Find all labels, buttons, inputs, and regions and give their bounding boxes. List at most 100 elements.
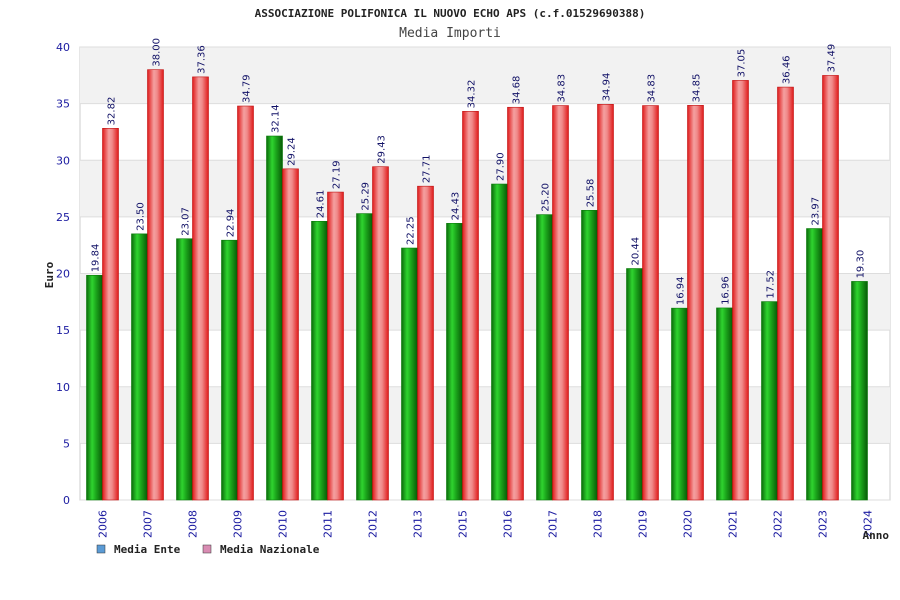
y-tick-label: 25: [56, 211, 70, 224]
x-tick-label: 2022: [772, 510, 785, 538]
value-label: 22.94: [226, 209, 237, 238]
value-label: 24.61: [316, 190, 327, 219]
bar-media-nazionale: [642, 105, 659, 501]
value-label: 38.00: [152, 38, 163, 67]
value-label: 27.90: [496, 152, 507, 181]
bar-media-nazionale: [282, 168, 299, 501]
bar-media-ente: [626, 268, 643, 501]
bar-media-ente: [356, 213, 373, 501]
x-tick-label: 2015: [457, 510, 470, 538]
x-tick-label: 2009: [232, 510, 245, 538]
x-axis-label: Anno: [863, 529, 890, 542]
y-tick-label: 30: [56, 154, 70, 167]
value-label: 20.44: [631, 237, 642, 266]
bar-media-nazionale: [192, 76, 209, 501]
value-label: 29.43: [377, 135, 388, 164]
value-label: 36.46: [782, 55, 793, 84]
grid-band: [80, 273, 890, 331]
x-tick-label: 2021: [727, 510, 740, 538]
chart-subtitle: Media Importi: [399, 26, 501, 41]
value-label: 27.19: [332, 160, 343, 189]
value-label: 32.82: [107, 97, 118, 126]
y-tick-label: 20: [56, 268, 70, 281]
bar-media-nazionale: [687, 105, 704, 501]
legend-label: Media Ente: [114, 543, 181, 556]
value-label: 29.24: [287, 137, 298, 166]
bar-media-nazionale: [237, 105, 254, 501]
x-tick-label: 2020: [682, 510, 695, 538]
value-label: 16.94: [676, 277, 687, 306]
value-label: 25.29: [361, 182, 372, 211]
bar-media-ente: [311, 220, 328, 501]
y-axis-ticks: 0 5 10 15 20 25 30 35 40: [56, 41, 70, 507]
bar-media-nazionale: [597, 104, 614, 501]
value-label: 34.94: [602, 73, 613, 102]
y-tick-label: 15: [56, 324, 70, 337]
value-label: 25.20: [541, 183, 552, 212]
y-tick-label: 40: [56, 41, 70, 54]
x-tick-label: 2013: [412, 510, 425, 538]
value-label: 19.30: [856, 250, 867, 279]
x-tick-label: 2011: [322, 510, 335, 538]
value-label: 24.43: [451, 192, 462, 221]
x-tick-label: 2012: [367, 510, 380, 538]
bar-media-ente: [86, 275, 103, 501]
value-label: 23.50: [136, 202, 147, 231]
value-label: 34.79: [242, 74, 253, 103]
bar-media-nazionale: [147, 69, 164, 501]
x-tick-label: 2023: [817, 510, 830, 538]
value-label: 25.58: [586, 179, 597, 208]
value-label: 32.14: [271, 104, 282, 133]
bar-media-ente: [491, 183, 508, 501]
chart-title: ASSOCIAZIONE POLIFONICA IL NUOVO ECHO AP…: [255, 7, 646, 20]
x-axis-ticks: 2006 2007 2008 2009 2010 2011 2012 2013 2015 2016…: [97, 510, 875, 538]
value-label: 22.25: [406, 216, 417, 245]
bar-media-nazionale: [327, 191, 344, 501]
bar-media-nazionale: [552, 105, 569, 501]
bar-media-nazionale: [417, 185, 434, 501]
x-tick-label: 2008: [187, 510, 200, 538]
bar-media-ente: [716, 307, 733, 501]
y-tick-label: 35: [56, 98, 70, 111]
bars-group: [86, 69, 868, 501]
x-tick-label: 2007: [142, 510, 155, 538]
x-tick-label: 2017: [547, 510, 560, 538]
x-tick-label: 2006: [97, 510, 110, 538]
value-label: 34.68: [512, 76, 523, 105]
bar-media-nazionale: [732, 80, 749, 501]
value-label: 17.52: [766, 270, 777, 299]
y-tick-label: 0: [63, 494, 70, 507]
bar-media-ente: [536, 214, 553, 501]
value-label: 23.97: [811, 197, 822, 226]
x-tick-label: 2019: [637, 510, 650, 538]
legend-swatch: [202, 544, 212, 554]
grid-band: [80, 160, 890, 217]
value-label: 34.85: [692, 74, 703, 103]
grid-band: [80, 386, 890, 444]
grid-lines: [80, 46, 890, 501]
value-label: 37.05: [737, 49, 748, 78]
y-axis-label: Euro: [43, 261, 56, 288]
x-tick-label: 2024: [862, 510, 875, 538]
y-tick-label: 10: [56, 381, 70, 394]
bar-media-nazionale: [822, 75, 839, 501]
bar-media-ente: [176, 238, 193, 501]
bar-media-ente: [671, 307, 688, 501]
bar-media-nazionale: [507, 106, 524, 501]
bar-media-ente: [851, 281, 868, 501]
value-label: 16.96: [721, 276, 732, 305]
bar-media-ente: [266, 135, 283, 501]
x-tick-label: 2010: [277, 510, 290, 538]
value-label: 19.84: [91, 244, 102, 273]
bar-media-ente: [581, 210, 598, 501]
bar-media-nazionale: [777, 86, 794, 501]
value-label: 34.83: [557, 74, 568, 103]
legend-label: Media Nazionale: [220, 543, 320, 556]
bar-media-ente: [761, 301, 778, 501]
bar-media-ente: [221, 239, 238, 501]
x-tick-label: 2016: [502, 510, 515, 538]
value-label: 27.71: [422, 155, 433, 184]
value-label: 34.83: [647, 74, 658, 103]
grid-band: [80, 47, 890, 104]
value-label: 23.07: [181, 207, 192, 236]
